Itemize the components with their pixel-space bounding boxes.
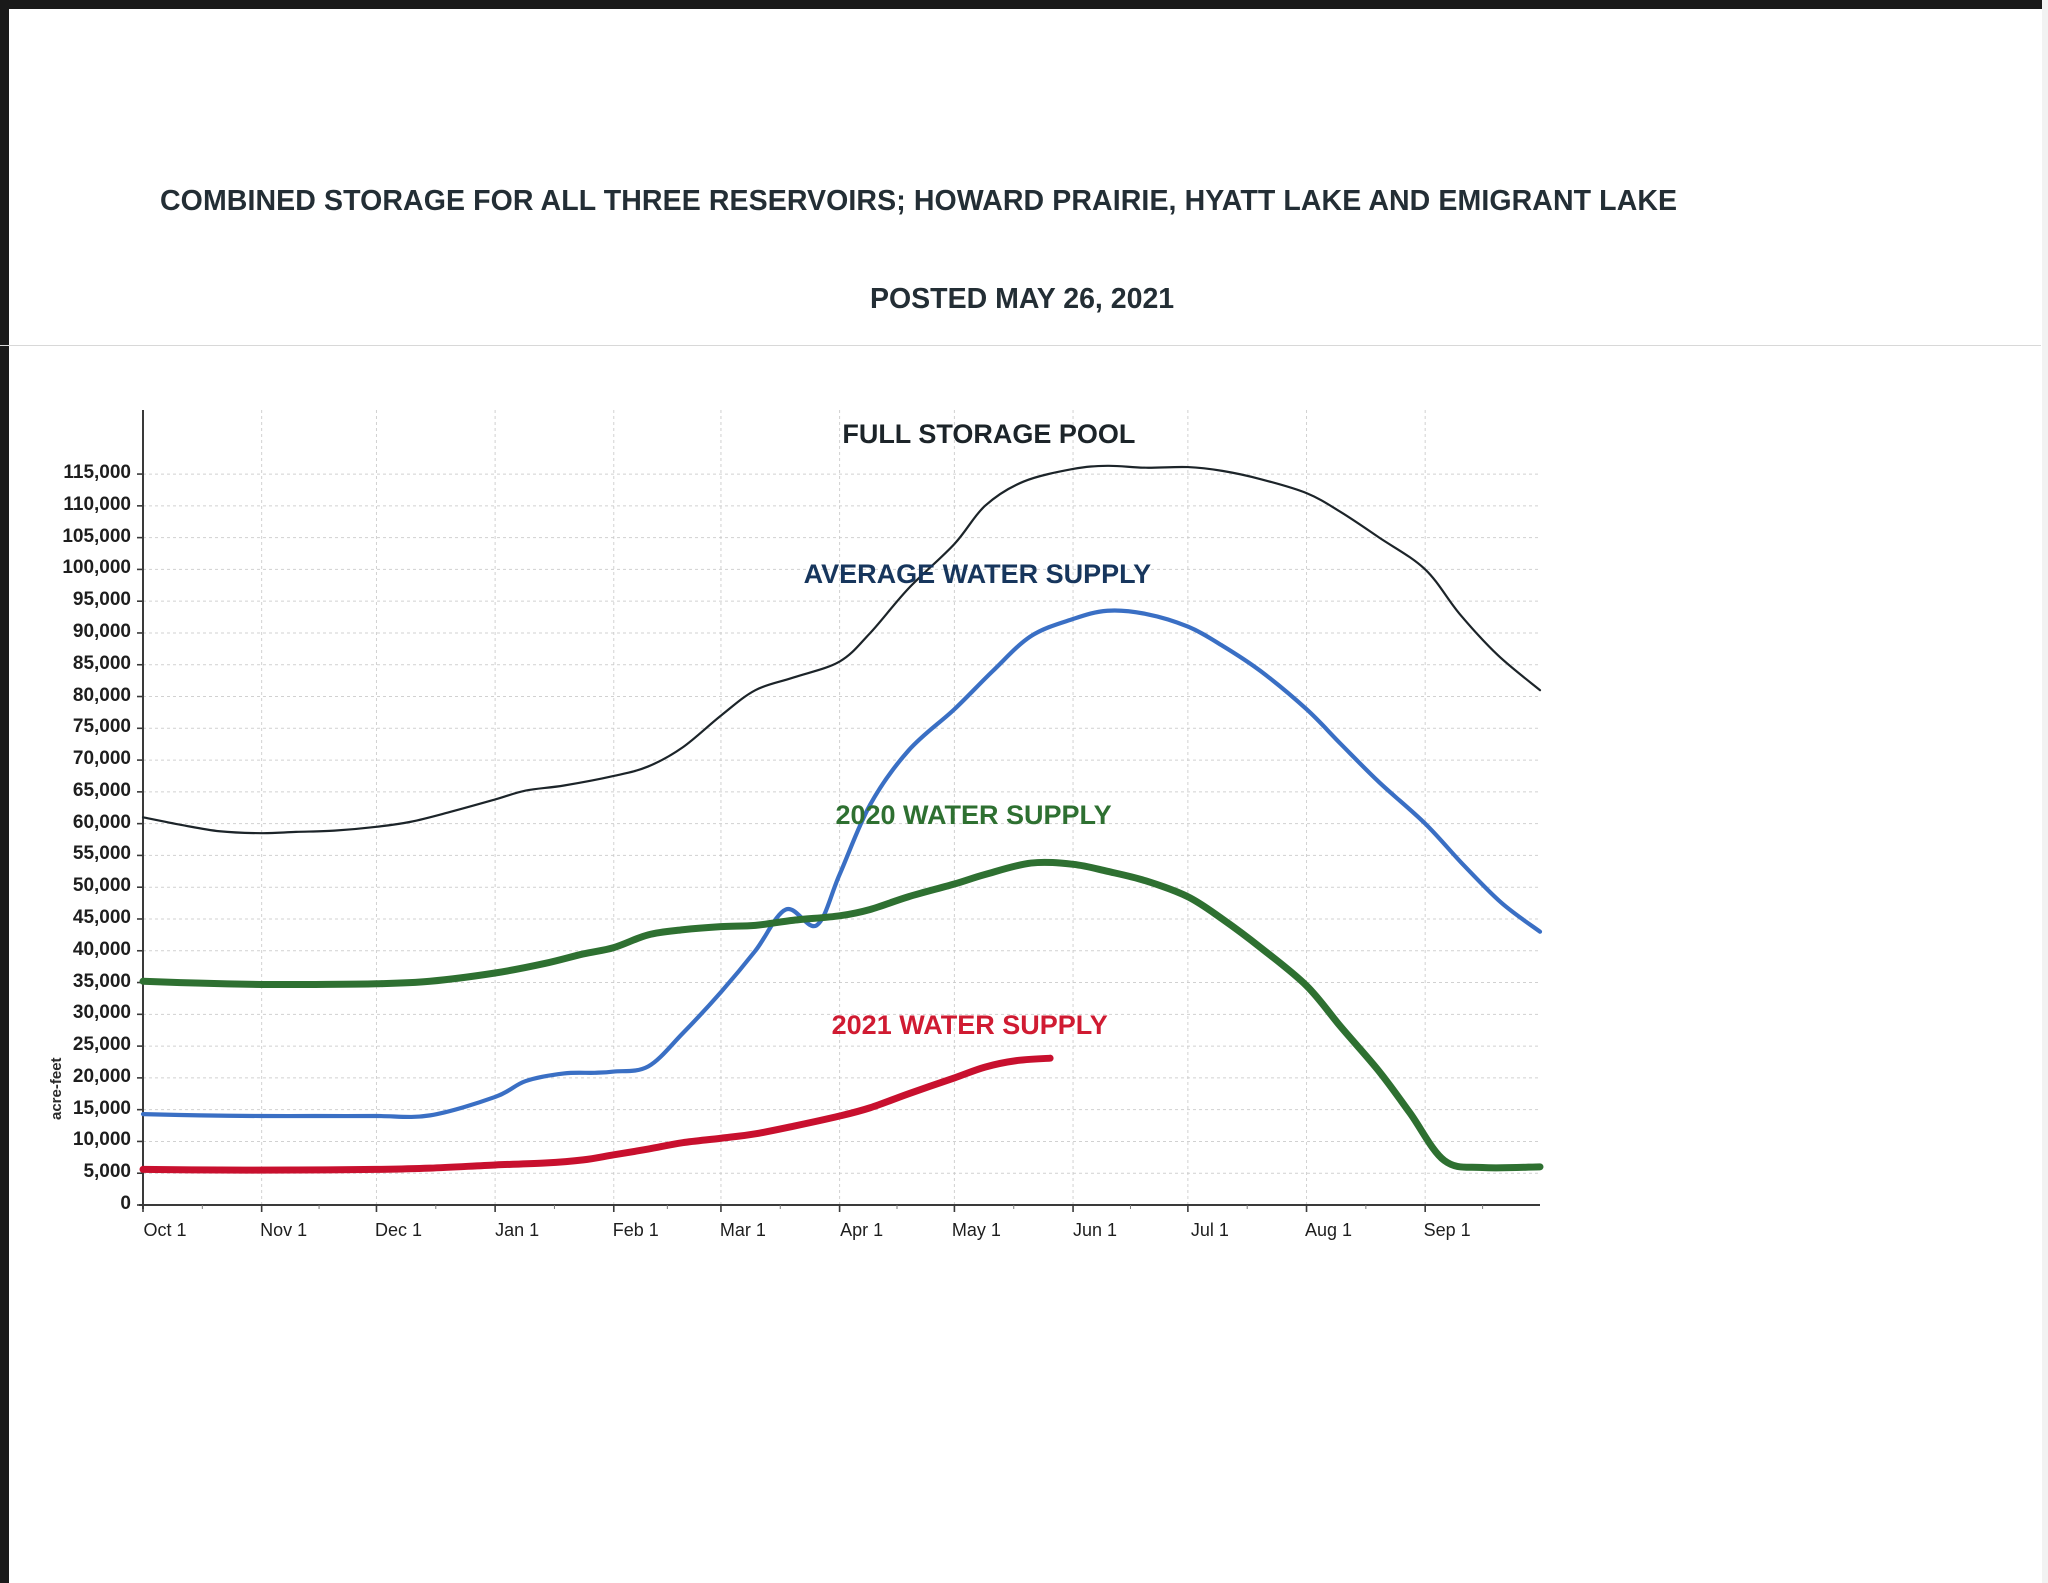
y-tick-label: 30,000: [72, 1002, 131, 1024]
x-tick-label: Jul 1: [1190, 1220, 1229, 1240]
x-tick-label: Sep 1: [1423, 1220, 1471, 1240]
x-tick-label: May 1: [951, 1220, 1001, 1240]
y-tick-label: 105,000: [62, 525, 131, 547]
y-tick-label: 20,000: [72, 1065, 131, 1087]
y-tick-label: 65,000: [72, 779, 131, 801]
y-tick-label: 70,000: [72, 748, 131, 770]
y-tick-label: 95,000: [72, 589, 131, 611]
y-tick-label: 90,000: [72, 620, 131, 642]
y-tick-label: 5,000: [83, 1161, 131, 1183]
x-tick-label: Mar 1: [719, 1220, 766, 1240]
x-tick-label: Jun 1: [1073, 1220, 1118, 1240]
x-tick-label: Aug 1: [1304, 1220, 1353, 1240]
y-tick-label: 45,000: [72, 906, 131, 928]
y-tick-label: 0: [120, 1193, 131, 1214]
page-subtitle: POSTED MAY 26, 2021: [160, 283, 1860, 316]
y-tick-label: 55,000: [72, 843, 131, 865]
scan-edge-left: [0, 0, 9, 1583]
y-tick-label: 35,000: [72, 970, 131, 992]
y-tick-label: 50,000: [72, 875, 131, 897]
x-tick-label: Nov 1: [260, 1220, 308, 1240]
x-tick-label: Jan 1: [495, 1220, 540, 1240]
y-tick-label: 80,000: [72, 684, 131, 706]
series-label-full_storage_pool: FULL STORAGE POOL: [842, 419, 1136, 450]
header-divider: [0, 345, 2041, 346]
page-title: COMBINED STORAGE FOR ALL THREE RESERVOIR…: [160, 185, 1678, 217]
y-tick-label: 110,000: [63, 493, 131, 515]
x-tick-label: Feb 1: [612, 1220, 659, 1240]
x-tick-label: Dec 1: [374, 1220, 422, 1240]
series-label-supply_2021: 2021 WATER SUPPLY: [831, 1010, 1108, 1041]
y-tick-label: 15,000: [72, 1097, 131, 1119]
y-tick-label: 100,000: [62, 557, 131, 579]
scan-edge-top: [0, 0, 2048, 9]
scan-edge-right: [2042, 0, 2048, 1583]
y-tick-label: 85,000: [72, 652, 131, 674]
line-chart: [137, 410, 1544, 1212]
chart-container: acre-feet 0 5,000 10,000 15,000 20,000 25,000…: [0, 360, 2048, 1280]
page-subtitle-text: POSTED MAY 26, 2021: [870, 283, 1175, 315]
x-tick-label: Oct 1: [143, 1220, 187, 1240]
y-tick-label: 115,000: [63, 462, 131, 484]
y-tick-label: 75,000: [72, 716, 131, 738]
y-tick-label: 25,000: [72, 1034, 131, 1056]
y-tick-label: 10,000: [72, 1129, 131, 1151]
series-label-average_water_supply: AVERAGE WATER SUPPLY: [803, 558, 1152, 589]
series-label-supply_2020: 2020 WATER SUPPLY: [835, 800, 1112, 831]
x-tick-label: Apr 1: [840, 1220, 884, 1240]
y-tick-label: 40,000: [72, 938, 131, 960]
y-tick-label: 60,000: [72, 811, 131, 833]
